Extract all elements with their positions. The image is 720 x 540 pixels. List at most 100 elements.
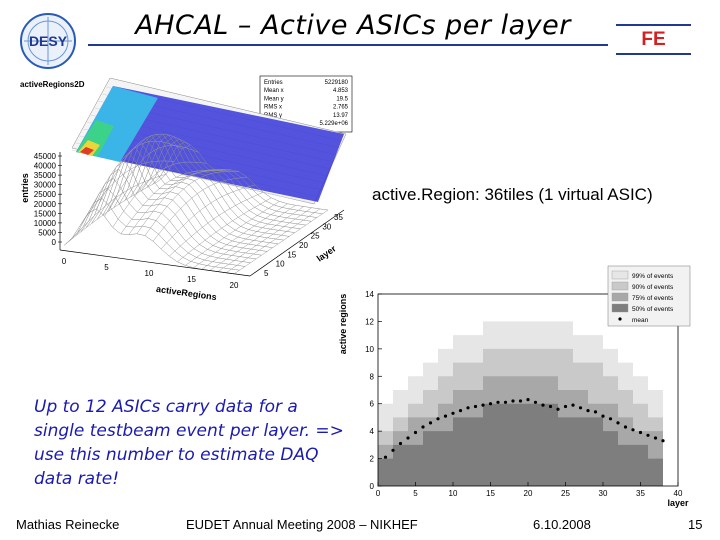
- y-tick-label: 30: [322, 222, 331, 231]
- stat-label: Mean y: [264, 96, 284, 102]
- surface-wire: [146, 138, 317, 218]
- stat-label: Entries: [264, 80, 283, 86]
- x-tick-label: 20: [230, 281, 239, 290]
- mean-point: [503, 400, 508, 404]
- legend-label: 75% of events: [632, 295, 674, 302]
- legend-swatch: [611, 292, 629, 302]
- stat-value: 19.5: [336, 96, 348, 102]
- surface-wire: [185, 201, 280, 266]
- x-tick-label: 0: [62, 257, 67, 266]
- stat-value: 4.853: [333, 88, 349, 94]
- mean-point: [398, 441, 403, 446]
- mean-point: [586, 409, 590, 413]
- legend-label: 50% of events: [632, 306, 674, 313]
- active-region-note: active.Region: 36tiles (1 virtual ASIC): [372, 185, 653, 204]
- mean-point: [413, 430, 418, 435]
- slide-title: AHCAL – Active ASICs per layer: [135, 10, 571, 41]
- mean-point: [473, 404, 478, 409]
- mean-point: [571, 403, 575, 407]
- mean-point: [616, 421, 620, 425]
- mean-point: [443, 414, 448, 418]
- x-tick-label: 40: [674, 489, 683, 498]
- badge-top-rule: [616, 24, 691, 26]
- x-tick-label: 0: [376, 489, 381, 498]
- surface-wire: [144, 171, 240, 236]
- z-tick-label: 45000: [34, 152, 57, 161]
- mean-point: [518, 399, 523, 403]
- footer-page-number: 15: [688, 517, 703, 532]
- mean-point: [458, 409, 463, 413]
- stat-value: 13.97: [333, 113, 349, 119]
- desy-logo: DESY: [16, 12, 80, 70]
- mean-point: [391, 448, 395, 452]
- mean-point: [578, 406, 583, 410]
- legend-label: 90% of events: [632, 284, 674, 291]
- x-tick-label: 5: [104, 263, 109, 272]
- surface-wire: [152, 141, 323, 215]
- surface-wire: [124, 133, 295, 233]
- y-tick-label: 2: [370, 455, 375, 464]
- x-tick-label: 35: [636, 489, 645, 498]
- surface-wire: [88, 140, 183, 213]
- legend-label: 99% of events: [632, 273, 674, 280]
- mean-point: [646, 433, 650, 437]
- logo-text: DESY: [29, 33, 68, 49]
- surface-wire: [74, 187, 246, 267]
- mean-point: [548, 404, 553, 409]
- mean-point: [556, 407, 560, 411]
- surface-wire: [130, 133, 301, 230]
- mean-point: [593, 410, 598, 414]
- mean-point: [563, 404, 568, 409]
- y-tick-label: 14: [365, 290, 374, 299]
- mean-point: [488, 402, 493, 406]
- y-tick-label: 5: [264, 269, 269, 278]
- mean-point: [526, 398, 530, 402]
- mean-point: [451, 411, 455, 415]
- mean-point: [608, 417, 613, 421]
- surface-wire: [233, 209, 329, 275]
- surface-wire: [112, 161, 207, 228]
- z-tick-label: 10000: [34, 219, 57, 228]
- surface-wire: [96, 152, 268, 252]
- mean-point: [421, 425, 425, 429]
- band-p50: [378, 403, 663, 486]
- mean-point: [383, 455, 388, 459]
- x-tick-label: 20: [524, 489, 533, 498]
- surface-wire: [225, 208, 321, 274]
- surface-wire: [152, 176, 248, 242]
- surface-wire: [157, 144, 329, 211]
- y-axis-label: active regions: [338, 294, 348, 355]
- mean-point: [653, 436, 658, 440]
- x-axis: [59, 249, 251, 277]
- active-regions-plot: 0 5 10 15 20 25 30 35 40 0 2 4 6 8 10 12 14 99% of event…: [336, 262, 706, 510]
- surface-wire: [193, 203, 288, 268]
- z-tick-label: 15000: [34, 209, 57, 218]
- surface-wire: [141, 136, 312, 222]
- x-tick-label: 10: [145, 269, 154, 278]
- mean-point: [466, 406, 470, 410]
- data-rate-note: Up to 12 ASICs carry data for a single t…: [34, 397, 344, 489]
- stat-label: Mean x: [264, 88, 284, 94]
- y-tick-label: 4: [370, 427, 375, 436]
- legend-swatch: [611, 270, 629, 280]
- stat-value: 2.765: [333, 105, 349, 111]
- surface-wire: [217, 207, 312, 272]
- mean-point: [428, 421, 433, 425]
- surface-wire: [85, 168, 257, 260]
- surface-wire: [79, 160, 175, 226]
- z-tick-label: 25000: [34, 190, 57, 199]
- title-underline: [88, 44, 608, 46]
- surface-wire: [80, 177, 251, 263]
- y-tick-label: 6: [370, 400, 375, 409]
- y-tick-label: 10: [365, 345, 374, 354]
- mean-point: [511, 399, 515, 403]
- x-tick-label: 5: [413, 489, 418, 498]
- legend-label: mean: [632, 317, 649, 324]
- mean-point: [541, 403, 545, 407]
- z-tick-label: 0: [52, 238, 57, 247]
- surface-wire: [104, 145, 199, 217]
- z-tick-label: 40000: [34, 162, 57, 171]
- footer-author: Mathias Reinecke: [16, 517, 120, 532]
- x-tick-label: 15: [486, 489, 495, 498]
- surface-wire: [120, 169, 215, 235]
